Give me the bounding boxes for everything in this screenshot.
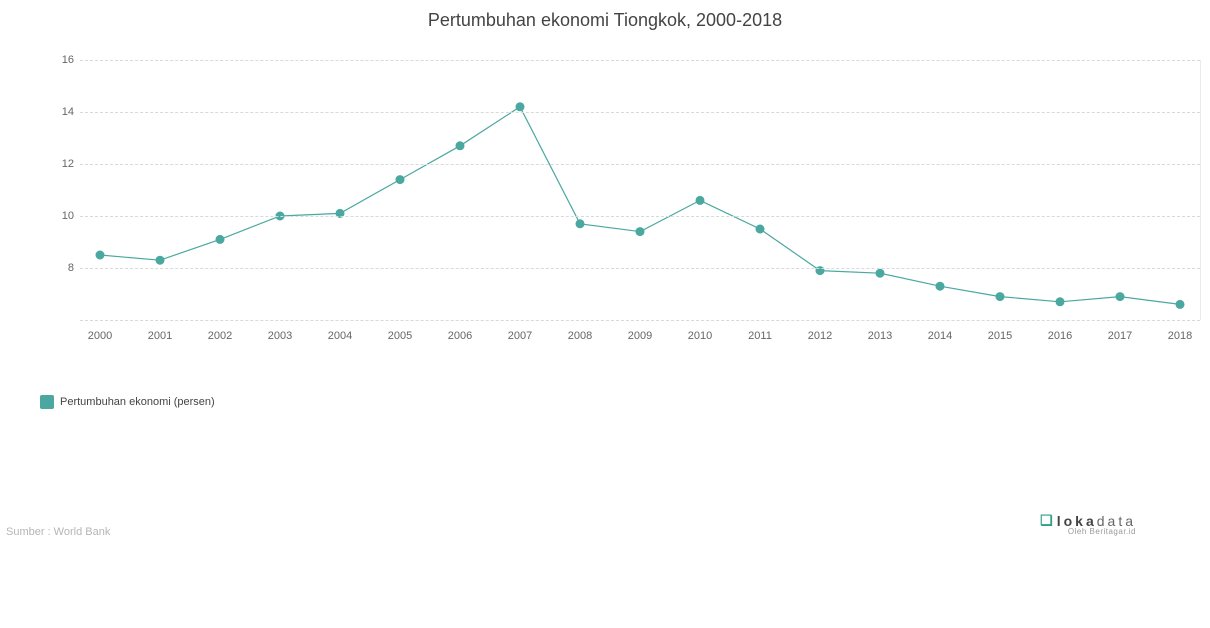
brand-subtitle: Oleh Beritagar.id [1040, 527, 1136, 536]
x-tick-label: 2016 [1048, 330, 1072, 342]
legend-label: Pertumbuhan ekonomi (persen) [60, 396, 215, 408]
data-point[interactable] [96, 251, 105, 260]
x-tick-label: 2013 [868, 330, 892, 342]
x-tick-label: 2018 [1168, 330, 1192, 342]
series-line [100, 107, 1180, 305]
data-point[interactable] [756, 225, 765, 234]
data-point[interactable] [996, 292, 1005, 301]
x-tick-label: 2001 [148, 330, 172, 342]
brand-logo: ❏ lokadata Oleh Beritagar.id [1040, 512, 1136, 536]
x-tick-label: 2006 [448, 330, 472, 342]
y-tick-label: 10 [40, 210, 74, 222]
data-point[interactable] [876, 269, 885, 278]
data-point[interactable] [1056, 297, 1065, 306]
legend: Pertumbuhan ekonomi (persen) [40, 395, 215, 409]
x-tick-label: 2005 [388, 330, 412, 342]
x-tick-label: 2015 [988, 330, 1012, 342]
x-tick-label: 2007 [508, 330, 532, 342]
y-tick-label: 12 [40, 158, 74, 170]
data-point[interactable] [1176, 300, 1185, 309]
data-point[interactable] [936, 282, 945, 291]
data-point[interactable] [576, 219, 585, 228]
x-axis: 2000 2001 2002 2003 2004 2005 2006 2007 2008 2009… [80, 330, 1200, 350]
leaf-icon: ❏ [1040, 512, 1053, 529]
data-point[interactable] [1116, 292, 1125, 301]
chart-area: 810121416 200020012002200320042005200620… [40, 60, 1200, 360]
footer: Sumber : World Bank ❏ lokadata Oleh Beri… [6, 514, 1204, 538]
y-tick-label: 8 [40, 262, 74, 274]
x-tick-label: 2000 [88, 330, 112, 342]
data-point[interactable] [516, 102, 525, 111]
y-tick-label: 16 [40, 54, 74, 66]
x-tick-label: 2011 [748, 330, 772, 342]
grid-line [80, 164, 1200, 165]
x-tick-label: 2012 [808, 330, 832, 342]
x-tick-label: 2014 [928, 330, 952, 342]
x-tick-label: 2002 [208, 330, 232, 342]
line-chart-svg [80, 60, 1200, 320]
x-tick-label: 2017 [1108, 330, 1132, 342]
x-tick-label: 2010 [688, 330, 712, 342]
grid-line [80, 320, 1200, 321]
data-point[interactable] [636, 227, 645, 236]
grid-line [80, 60, 1200, 61]
data-point[interactable] [396, 175, 405, 184]
grid-line [80, 112, 1200, 113]
data-point[interactable] [456, 141, 465, 150]
x-tick-label: 2009 [628, 330, 652, 342]
chart-title: Pertumbuhan ekonomi Tiongkok, 2000-2018 [0, 10, 1210, 31]
chart-container: Pertumbuhan ekonomi Tiongkok, 2000-2018 … [0, 0, 1210, 628]
x-tick-label: 2003 [268, 330, 292, 342]
grid-line [80, 216, 1200, 217]
x-tick-label: 2008 [568, 330, 592, 342]
legend-swatch [40, 395, 54, 409]
source-text: Sumber : World Bank [6, 526, 110, 538]
data-point[interactable] [216, 235, 225, 244]
grid-line [80, 268, 1200, 269]
plot-area [80, 60, 1201, 320]
data-point[interactable] [156, 256, 165, 265]
x-tick-label: 2004 [328, 330, 352, 342]
data-point[interactable] [696, 196, 705, 205]
y-tick-label: 14 [40, 106, 74, 118]
y-axis: 810121416 [40, 60, 80, 320]
